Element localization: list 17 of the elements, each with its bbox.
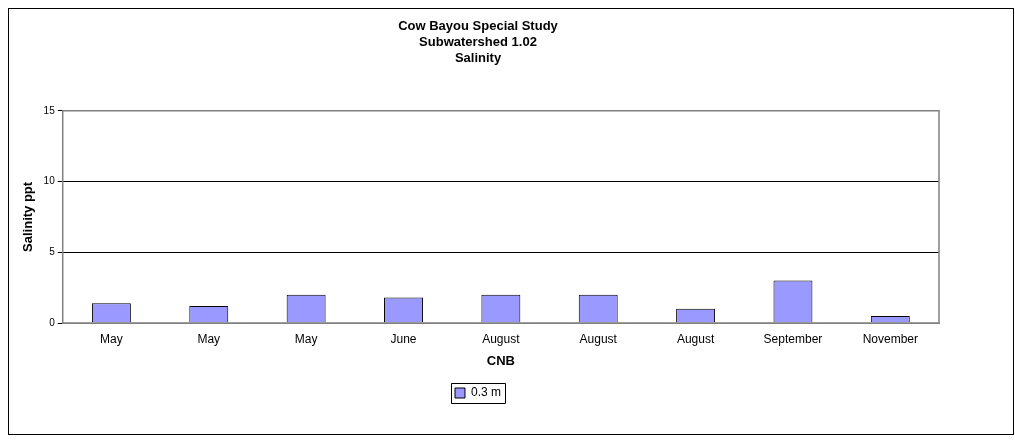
x-axis-title: CNB — [486, 352, 515, 368]
x-tick-label: June — [390, 331, 417, 346]
y-tick-label: 15 — [43, 104, 56, 116]
x-tick-label: November — [862, 331, 918, 346]
chart-title: Cow Bayou Special Study Subwatershed 1.02 Salinity — [398, 18, 559, 65]
x-tick-label: May — [197, 331, 221, 346]
x-tick-label: September — [763, 331, 823, 346]
x-tick-label: August — [676, 331, 715, 346]
y-tick-label: 0 — [49, 316, 56, 328]
y-tick-label: 5 — [49, 246, 56, 258]
x-tick-label: May — [100, 331, 123, 346]
legend-label: 0.3 m — [470, 385, 502, 400]
x-tick-label: May — [294, 331, 318, 346]
x-tick-label: August — [579, 331, 618, 346]
y-tick-label: 10 — [43, 175, 56, 187]
y-axis-title: Salinity ppt — [20, 181, 36, 252]
x-tick-label: August — [482, 331, 521, 346]
